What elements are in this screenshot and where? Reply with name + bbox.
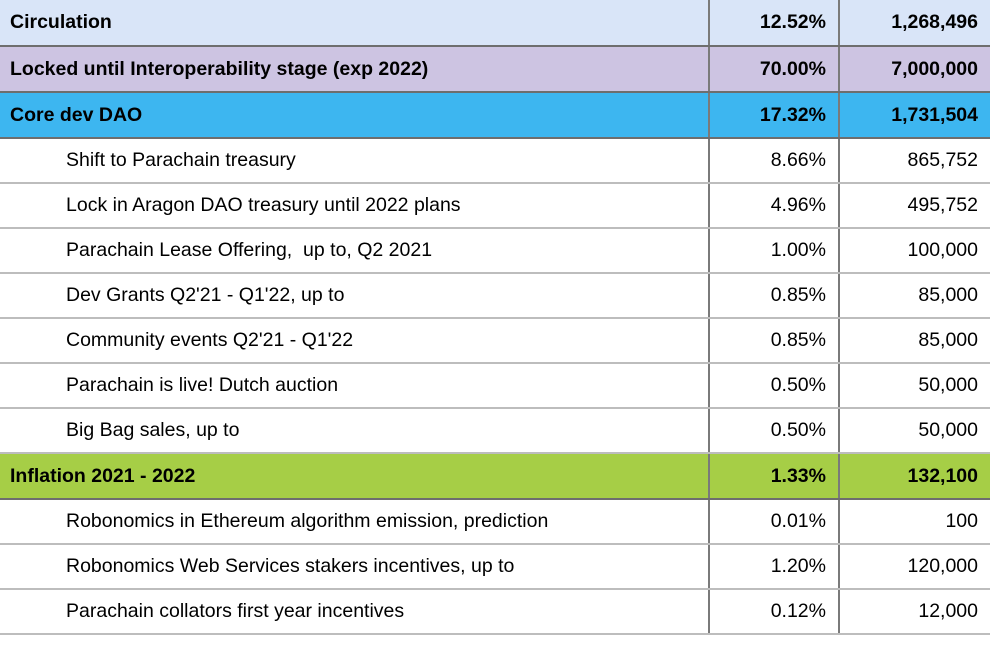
table-row[interactable]: Parachain collators first year incentive…	[0, 589, 990, 635]
row-percent-value: 70.00%	[708, 46, 839, 93]
table-row[interactable]: Core dev DAO 17.32% 1,731,504	[0, 92, 990, 139]
table-row[interactable]: Inflation 2021 - 2022 1.33% 132,100	[0, 453, 990, 500]
row-percent-value: 0.01%	[708, 499, 839, 545]
row-item-label: Big Bag sales, up to	[0, 408, 709, 454]
row-amount-value: 50,000	[838, 363, 990, 409]
row-amount-value: 1,731,504	[838, 92, 990, 139]
row-percent-value: 0.85%	[708, 318, 839, 364]
row-item-label: Robonomics in Ethereum algorithm emissio…	[0, 499, 709, 545]
row-item-label: Lock in Aragon DAO treasury until 2022 p…	[0, 183, 709, 229]
row-amount-value: 50,000	[838, 408, 990, 454]
table-row[interactable]: Parachain Lease Offering, up to, Q2 2021…	[0, 228, 990, 274]
table-row[interactable]: Big Bag sales, up to 0.50% 50,000	[0, 408, 990, 454]
row-amount-value: 865,752	[838, 138, 990, 184]
row-item-label: Parachain collators first year incentive…	[0, 589, 709, 635]
row-item-label: Robonomics Web Services stakers incentiv…	[0, 544, 709, 590]
table-row[interactable]: Parachain is live! Dutch auction 0.50% 50,…	[0, 363, 990, 409]
table-row[interactable]: Locked until Interoperability stage (exp…	[0, 46, 990, 93]
table-body: Circulation 12.52% 1,268,496 Locked until I…	[0, 0, 990, 635]
row-percent-value: 17.32%	[708, 92, 839, 139]
row-amount-value: 85,000	[838, 318, 990, 364]
row-percent-value: 0.50%	[708, 408, 839, 454]
row-percent-value: 4.96%	[708, 183, 839, 229]
table-row[interactable]: Robonomics Web Services stakers incentiv…	[0, 544, 990, 590]
row-amount-value: 495,752	[838, 183, 990, 229]
row-item-label: Parachain Lease Offering, up to, Q2 2021	[0, 228, 709, 274]
row-amount-value: 100	[838, 499, 990, 545]
row-category-label: Core dev DAO	[0, 92, 709, 139]
row-percent-value: 1.20%	[708, 544, 839, 590]
row-percent-value: 0.50%	[708, 363, 839, 409]
row-item-label: Dev Grants Q2'21 - Q1'22, up to	[0, 273, 709, 319]
row-amount-value: 85,000	[838, 273, 990, 319]
row-amount-value: 1,268,496	[838, 0, 990, 47]
row-percent-value: 8.66%	[708, 138, 839, 184]
row-category-label: Locked until Interoperability stage (exp…	[0, 46, 709, 93]
token-allocation-table: Circulation 12.52% 1,268,496 Locked until I…	[0, 0, 990, 635]
row-item-label: Community events Q2'21 - Q1'22	[0, 318, 709, 364]
row-percent-value: 0.85%	[708, 273, 839, 319]
row-item-label: Shift to Parachain treasury	[0, 138, 709, 184]
table-row[interactable]: Circulation 12.52% 1,268,496	[0, 0, 990, 47]
row-percent-value: 1.00%	[708, 228, 839, 274]
row-percent-value: 0.12%	[708, 589, 839, 635]
row-amount-value: 100,000	[838, 228, 990, 274]
table-row[interactable]: Dev Grants Q2'21 - Q1'22, up to 0.85% 85,0…	[0, 273, 990, 319]
row-percent-value: 1.33%	[708, 453, 839, 500]
table-row[interactable]: Shift to Parachain treasury 8.66% 865,752	[0, 138, 990, 184]
table-row[interactable]: Lock in Aragon DAO treasury until 2022 p…	[0, 183, 990, 229]
row-category-label: Circulation	[0, 0, 709, 47]
row-category-label: Inflation 2021 - 2022	[0, 453, 709, 500]
row-item-label: Parachain is live! Dutch auction	[0, 363, 709, 409]
table-row[interactable]: Robonomics in Ethereum algorithm emissio…	[0, 499, 990, 545]
row-amount-value: 7,000,000	[838, 46, 990, 93]
row-amount-value: 132,100	[838, 453, 990, 500]
row-amount-value: 120,000	[838, 544, 990, 590]
table-row[interactable]: Community events Q2'21 - Q1'22 0.85% 85,00…	[0, 318, 990, 364]
row-percent-value: 12.52%	[708, 0, 839, 47]
row-amount-value: 12,000	[838, 589, 990, 635]
